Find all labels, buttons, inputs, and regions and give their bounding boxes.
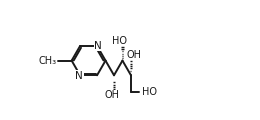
Text: OH: OH	[127, 50, 141, 60]
Text: HO: HO	[141, 87, 157, 97]
Text: HO: HO	[112, 36, 127, 46]
Text: N: N	[75, 71, 83, 81]
Text: N: N	[94, 41, 102, 51]
Text: CH₃: CH₃	[38, 56, 56, 66]
Text: OH: OH	[105, 90, 120, 100]
